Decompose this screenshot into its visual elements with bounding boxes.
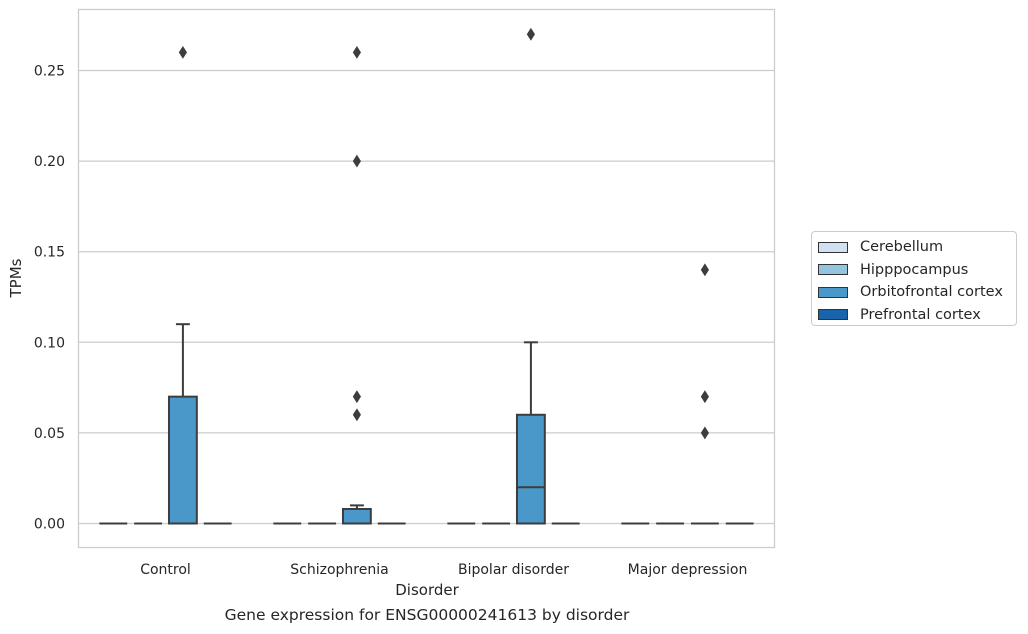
legend-label: Prefrontal cortex — [860, 306, 981, 323]
y-tick-label: 0.25 — [34, 64, 65, 80]
outlier-point — [352, 45, 361, 59]
outlier-point — [352, 408, 361, 422]
legend-item: Cerebellum — [818, 236, 1016, 259]
legend: Cerebellum Hipppocampus Orbitofrontal cort… — [811, 231, 1017, 326]
legend-label: Hipppocampus — [860, 261, 969, 278]
x-tick-label: Bipolar disorder — [458, 562, 569, 578]
outlier-point — [352, 390, 361, 404]
box-body — [167, 395, 198, 525]
box-series — [99, 27, 754, 525]
legend-swatch — [818, 264, 848, 276]
y-axis-title: TPMs — [7, 258, 25, 298]
x-axis-ticks: Control Schizophrenia Bipolar disorder Majo… — [140, 562, 747, 578]
outlier-point — [352, 154, 361, 168]
legend-swatch — [818, 286, 848, 298]
plot-area-frame — [77, 8, 776, 549]
x-tick-label: Control — [140, 562, 191, 578]
box-body — [515, 413, 546, 525]
outlier-point — [700, 390, 709, 404]
legend-label: Orbitofrontal cortex — [860, 284, 1003, 301]
x-tick-label: Schizophrenia — [290, 562, 388, 578]
x-tick-label: Major depression — [628, 562, 748, 578]
chart-caption: Gene expression for ENSG00000241613 by d… — [224, 606, 630, 624]
x-axis-title: Disorder — [395, 581, 459, 599]
y-tick-label: 0.20 — [34, 154, 65, 170]
legend-item: Orbitofrontal cortex — [818, 281, 1016, 304]
legend-item: Prefrontal cortex — [818, 304, 1016, 327]
y-tick-label: 0.05 — [34, 426, 65, 442]
outlier-point — [700, 263, 709, 277]
outlier-point — [700, 426, 709, 440]
legend-label: Cerebellum — [860, 239, 944, 256]
y-tick-label: 0.10 — [34, 335, 65, 351]
legend-swatch — [818, 309, 848, 321]
outlier-point — [178, 45, 187, 59]
legend-swatch — [818, 241, 848, 253]
y-tick-label: 0.15 — [34, 245, 65, 261]
box-body — [341, 508, 372, 525]
y-axis-ticks: 0.00 0.05 0.10 0.15 0.20 0.25 — [34, 64, 65, 533]
legend-item: Hipppocampus — [818, 259, 1016, 282]
y-tick-label: 0.00 — [34, 517, 65, 533]
outlier-point — [526, 27, 535, 41]
